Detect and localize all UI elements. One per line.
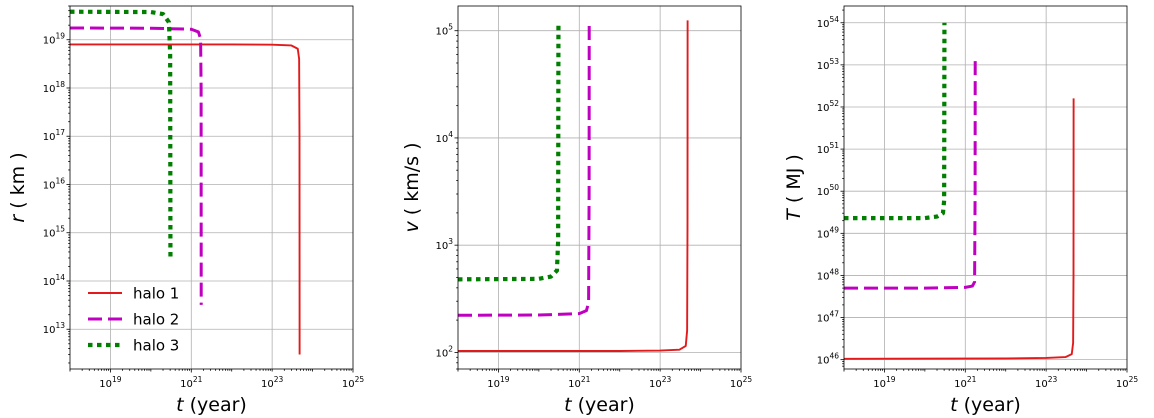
x-tick-label: 1019 bbox=[487, 375, 510, 390]
y-tick-label: 102 bbox=[435, 344, 453, 359]
x-tick-label: 1019 bbox=[99, 375, 122, 390]
series-line-halo-1 bbox=[70, 43, 301, 355]
series-line-halo-3 bbox=[69, 9, 173, 258]
y-tick-label: 105 bbox=[435, 23, 453, 38]
series-line-halo-2 bbox=[457, 22, 591, 317]
x-tick-label: 1021 bbox=[180, 375, 203, 390]
y-tick-label: 1054 bbox=[817, 15, 840, 30]
y-tick-label: 1018 bbox=[43, 80, 66, 95]
y-tick-label: 1049 bbox=[817, 225, 840, 240]
y-tick-label: 1048 bbox=[817, 267, 840, 282]
series-line-halo-2 bbox=[844, 58, 977, 290]
x-axis-label: t (year) bbox=[176, 394, 247, 416]
legend: halo 1 halo 2 halo 3 bbox=[88, 285, 179, 355]
x-tick-label: 1025 bbox=[730, 375, 753, 390]
y-tick-label: 103 bbox=[435, 237, 453, 252]
y-tick-label: 1046 bbox=[817, 352, 840, 367]
y-tick-label: 1015 bbox=[43, 225, 66, 240]
x-tick-label: 1023 bbox=[261, 375, 284, 390]
plot-frame bbox=[69, 5, 354, 370]
chart-panel-1: 1019 1021 1023 1025 1013 1014 1015 1016 1017 1018… bbox=[7, 5, 365, 416]
series-line-halo-3 bbox=[844, 22, 947, 221]
y-tick-label: 1047 bbox=[817, 310, 840, 325]
y-tick-label: 1051 bbox=[817, 141, 840, 156]
y-tick-label: 1016 bbox=[43, 176, 66, 191]
x-axis-label: t (year) bbox=[564, 394, 635, 416]
series-line-halo-1 bbox=[843, 98, 1075, 360]
legend-label: halo 3 bbox=[133, 337, 179, 355]
series-line-halo-1 bbox=[458, 20, 689, 352]
series-line-halo-2 bbox=[69, 26, 203, 305]
x-axis-label: t (year) bbox=[950, 394, 1021, 416]
y-axis-label: v ( km/s ) bbox=[401, 142, 423, 232]
plot-frame bbox=[457, 5, 742, 370]
x-tick-label: 1023 bbox=[1035, 375, 1058, 390]
y-tick-label: 1050 bbox=[817, 183, 840, 198]
y-tick-label: 1013 bbox=[43, 321, 66, 336]
legend-label: halo 1 bbox=[133, 285, 179, 303]
chart-panel-2: 1019 1021 1023 1025 102 103 104 105 t (year) v ( … bbox=[401, 5, 753, 416]
x-tick-label: 1025 bbox=[1116, 375, 1139, 390]
y-axis-label: T ( MJ ) bbox=[783, 154, 805, 221]
x-tick-label: 1021 bbox=[954, 375, 977, 390]
series-line-halo-3 bbox=[457, 24, 561, 282]
y-tick-label: 104 bbox=[435, 130, 453, 145]
y-tick-label: 1019 bbox=[43, 32, 66, 47]
legend-label: halo 2 bbox=[133, 311, 179, 329]
x-tick-label: 1019 bbox=[873, 375, 896, 390]
x-tick-label: 1025 bbox=[342, 375, 365, 390]
y-tick-label: 1014 bbox=[43, 273, 66, 288]
x-tick-label: 1023 bbox=[649, 375, 672, 390]
y-tick-label: 1017 bbox=[43, 128, 66, 143]
y-tick-label: 1053 bbox=[817, 57, 840, 72]
plot-frame bbox=[843, 5, 1128, 370]
x-tick-label: 1021 bbox=[568, 375, 591, 390]
chart-panel-3: 1019 1021 1023 1025 1046 1047 1048 1049 1050 1051… bbox=[783, 5, 1139, 416]
y-axis-label: r ( km ) bbox=[7, 152, 29, 222]
y-tick-label: 1052 bbox=[817, 99, 840, 114]
